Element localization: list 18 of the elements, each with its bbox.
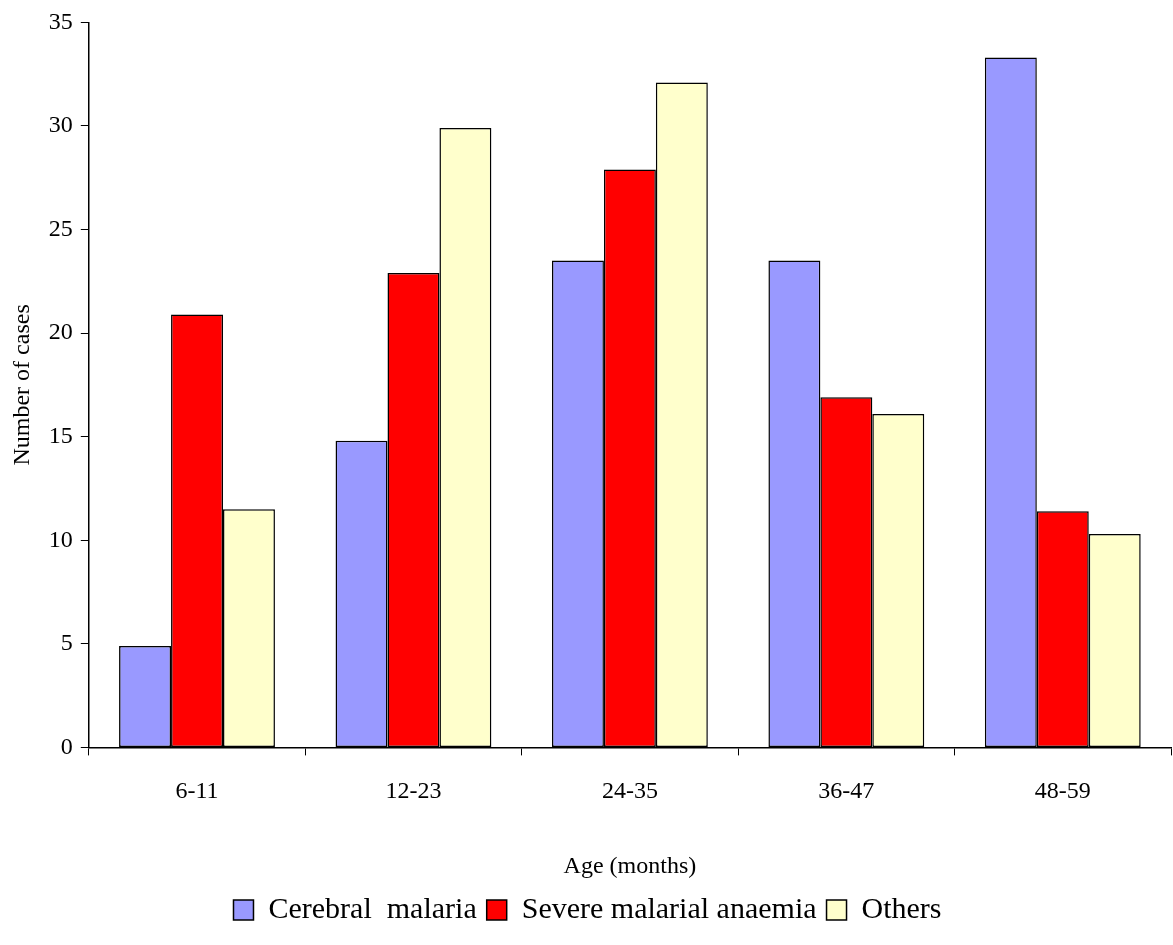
x-tick-label: 48-59 <box>1034 777 1091 804</box>
y-tick-label: 5 <box>60 629 73 656</box>
legend-label: Others <box>861 890 942 924</box>
y-tick-label: 35 <box>48 7 73 34</box>
x-tick-label: 12-23 <box>385 777 442 804</box>
legend-label: Severe malarial anaemia <box>521 890 817 924</box>
y-tick-label: 20 <box>48 318 73 345</box>
x-tick-label: 24-35 <box>601 777 658 804</box>
legend-label: Cerebral malaria <box>268 890 477 924</box>
x-tick-label: 36-47 <box>818 777 875 804</box>
y-tick-label: 25 <box>48 214 73 241</box>
y-tick-label: 30 <box>48 111 73 138</box>
x-tick-label: 6-11 <box>175 777 219 804</box>
y-tick-label: 0 <box>60 732 73 759</box>
y-tick-label: 10 <box>48 525 73 552</box>
x-axis-title: Age (months) <box>563 851 697 878</box>
y-axis-title: Number of cases <box>7 304 34 466</box>
y-tick-label: 15 <box>48 421 73 448</box>
